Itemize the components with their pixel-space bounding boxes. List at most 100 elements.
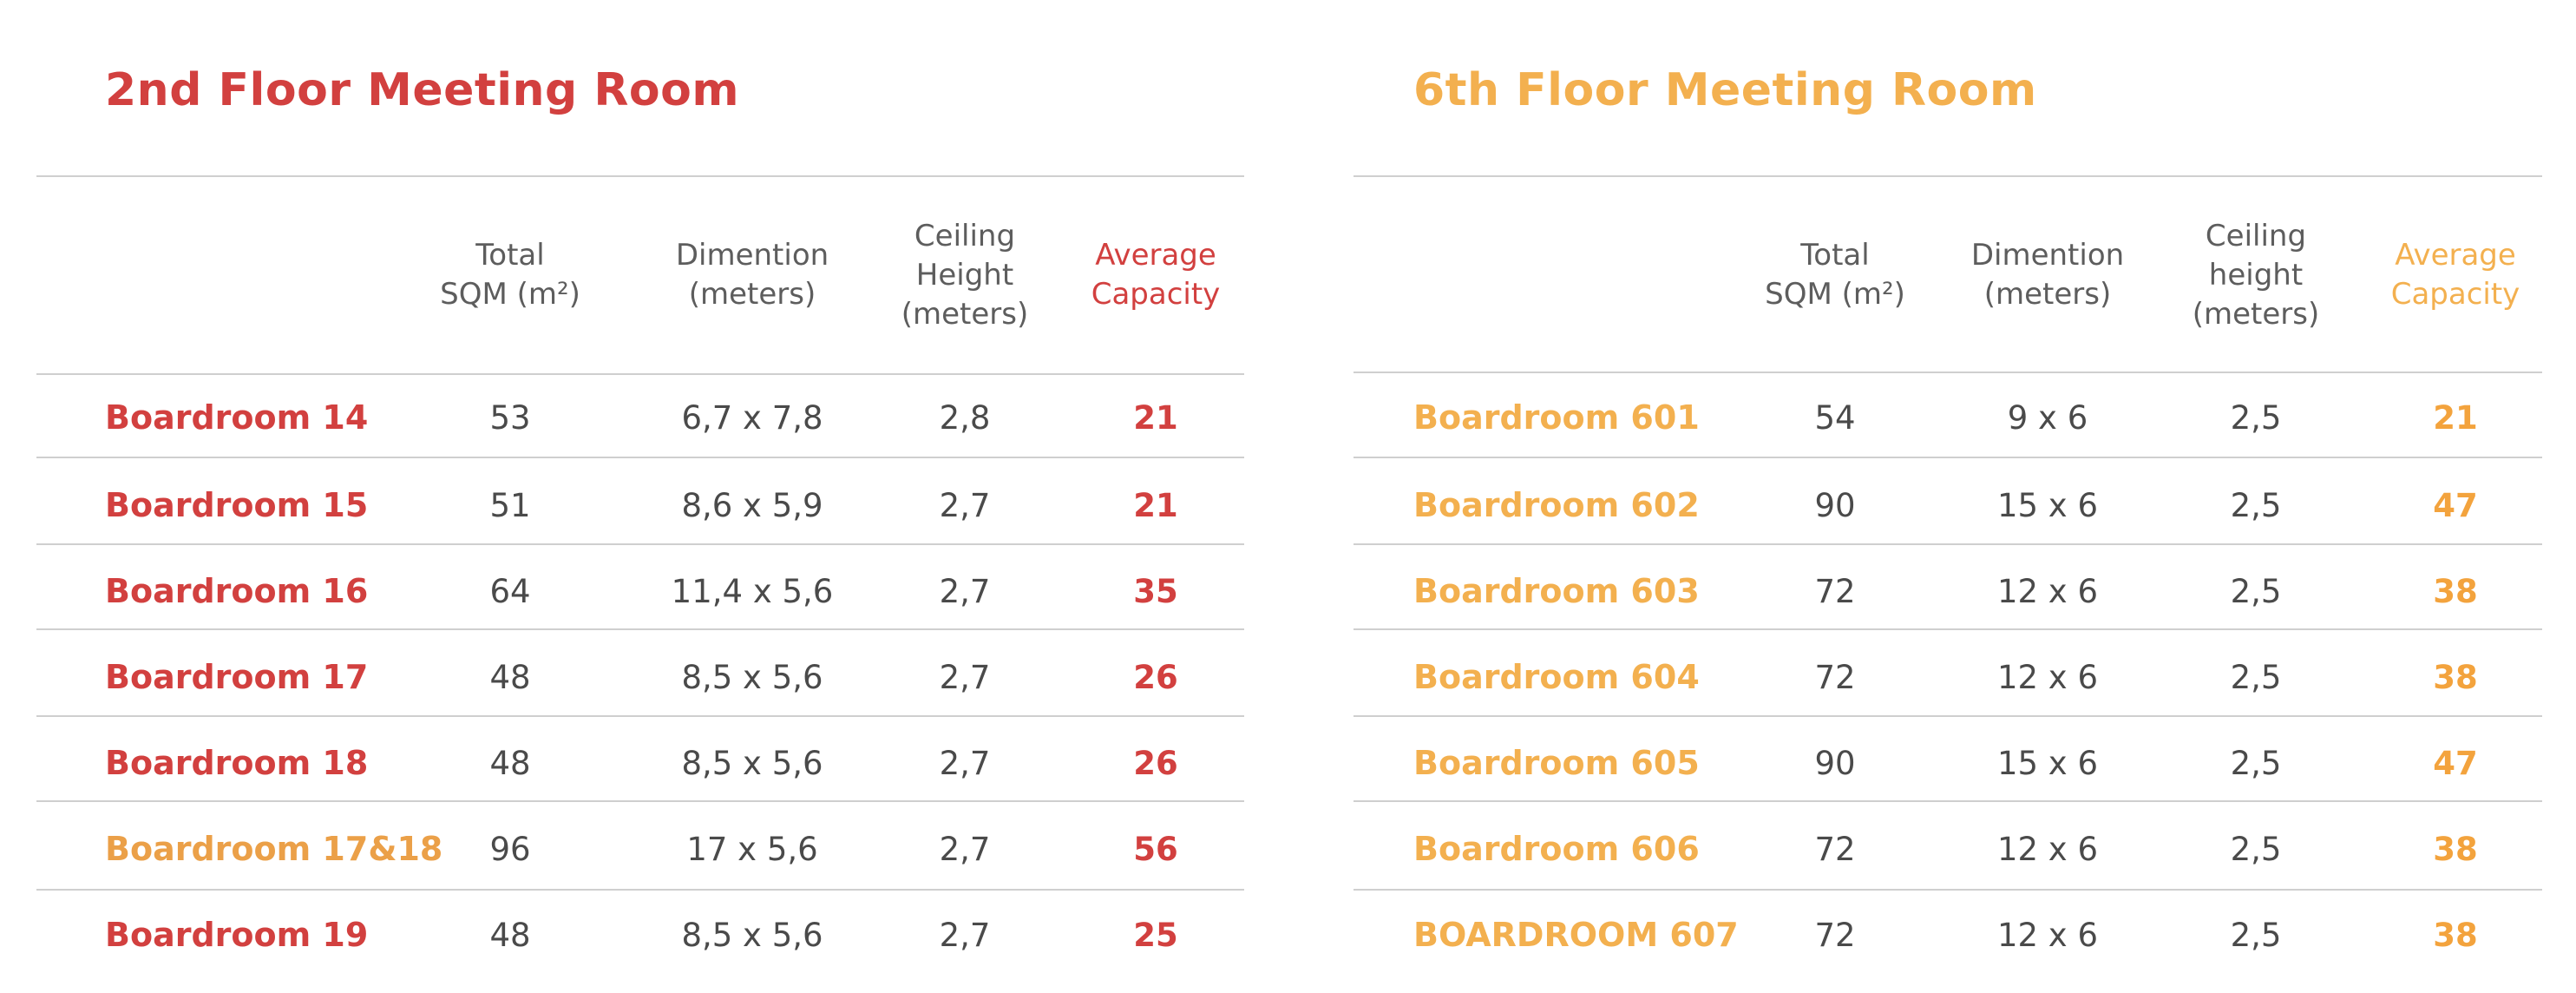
average-capacity: 38 (2433, 916, 2478, 954)
total-sqm: 51 (489, 486, 531, 524)
table-row: Boardroom 605 90 15 x 6 2,5 47 (1354, 720, 2542, 806)
second-floor-panel: 2nd Floor Meeting Room Total SQM (m²) Di… (36, 0, 1244, 993)
divider (36, 457, 1244, 458)
divider (36, 628, 1244, 630)
dimension: 8,5 x 5,6 (681, 658, 823, 696)
sixth-floor-panel: 6th Floor Meeting Room Total SQM (m²) Di… (1354, 0, 2542, 993)
room-name: BOARDROOM 607 (1413, 916, 1739, 954)
ceiling-height: 2,7 (939, 744, 991, 782)
room-name: Boardroom 606 (1413, 830, 1700, 868)
table-row: Boardroom 606 72 12 x 6 2,5 38 (1354, 806, 2542, 891)
header-ceiling-height: Ceiling Height (meters) (901, 218, 1029, 332)
table-row: Boardroom 14 53 6,7 x 7,8 2,8 21 (36, 375, 1244, 460)
room-name: Boardroom 602 (1413, 486, 1700, 524)
divider (1354, 715, 2542, 717)
ceiling-height: 2,5 (2230, 572, 2282, 610)
room-name: Boardroom 18 (105, 744, 369, 782)
table-row: Boardroom 18 48 8,5 x 5,6 2,7 26 (36, 720, 1244, 806)
divider (36, 175, 1244, 177)
table-row: Boardroom 604 72 12 x 6 2,5 38 (1354, 635, 2542, 720)
dimension: 15 x 6 (1996, 486, 2099, 524)
average-capacity: 38 (2433, 830, 2478, 868)
divider (1354, 628, 2542, 630)
total-sqm: 48 (489, 916, 531, 954)
dimension: 8,5 x 5,6 (681, 744, 823, 782)
ceiling-height: 2,5 (2230, 486, 2282, 524)
average-capacity: 38 (2433, 658, 2478, 696)
table-row: Boardroom 16 64 11,4 x 5,6 2,7 35 (36, 549, 1244, 634)
total-sqm: 72 (1814, 830, 1856, 868)
dimension: 12 x 6 (1996, 916, 2099, 954)
divider (1354, 543, 2542, 545)
average-capacity: 26 (1133, 658, 1178, 696)
total-sqm: 48 (489, 744, 531, 782)
room-name: Boardroom 15 (105, 486, 369, 524)
divider (36, 800, 1244, 802)
table-row: Boardroom 15 51 8,6 x 5,9 2,7 21 (36, 463, 1244, 548)
average-capacity: 21 (2433, 398, 2478, 437)
header-average-capacity: Average Capacity (1091, 238, 1221, 312)
divider (36, 543, 1244, 545)
panel-title: 6th Floor Meeting Room (1413, 64, 2037, 116)
average-capacity: 21 (1133, 398, 1178, 437)
room-name: Boardroom 14 (105, 398, 369, 437)
panel-title: 2nd Floor Meeting Room (105, 64, 740, 116)
total-sqm: 48 (489, 658, 531, 696)
room-name: Boardroom 17 (105, 658, 369, 696)
total-sqm: 72 (1814, 916, 1856, 954)
average-capacity: 26 (1133, 744, 1178, 782)
ceiling-height: 2,7 (939, 572, 991, 610)
table-header: Total SQM (m²) Dimention (meters) Ceilin… (36, 177, 1244, 373)
ceiling-height: 2,8 (939, 398, 991, 437)
ceiling-height: 2,5 (2230, 658, 2282, 696)
table-row: Boardroom 602 90 15 x 6 2,5 47 (1354, 463, 2542, 548)
total-sqm: 64 (489, 572, 531, 610)
room-name: Boardroom 603 (1413, 572, 1700, 610)
ceiling-height: 2,7 (939, 658, 991, 696)
ceiling-height: 2,7 (939, 830, 991, 868)
total-sqm: 54 (1814, 398, 1856, 437)
header-average-capacity: Average Capacity (2390, 238, 2520, 312)
total-sqm: 96 (489, 830, 531, 868)
dimension: 12 x 6 (1996, 830, 2099, 868)
divider (1354, 175, 2542, 177)
dimension: 8,6 x 5,9 (681, 486, 823, 524)
dimension: 12 x 6 (1996, 572, 2099, 610)
ceiling-height: 2,7 (939, 486, 991, 524)
header-ceiling-height: Ceiling height (meters) (2192, 218, 2320, 332)
dimension: 6,7 x 7,8 (681, 398, 823, 437)
divider (1354, 457, 2542, 458)
dimension: 15 x 6 (1996, 744, 2099, 782)
table-row: Boardroom 17&18 96 17 x 5,6 2,7 56 (36, 806, 1244, 891)
table-row: BOARDROOM 607 72 12 x 6 2,5 38 (1354, 892, 2542, 977)
table-header: Total SQM (m²) Dimention (meters) Ceilin… (1354, 177, 2542, 373)
total-sqm: 72 (1814, 658, 1856, 696)
ceiling-height: 2,5 (2230, 830, 2282, 868)
ceiling-height: 2,5 (2230, 398, 2282, 437)
room-name: Boardroom 19 (105, 916, 369, 954)
divider (1354, 889, 2542, 891)
dimension: 9 x 6 (2007, 398, 2088, 437)
header-dimension: Dimention (meters) (1970, 238, 2125, 312)
dimension: 17 x 5,6 (686, 830, 818, 868)
total-sqm: 53 (489, 398, 531, 437)
dimension: 12 x 6 (1996, 658, 2099, 696)
divider (1354, 372, 2542, 373)
total-sqm: 90 (1814, 744, 1856, 782)
divider (36, 373, 1244, 375)
ceiling-height: 2,5 (2230, 916, 2282, 954)
average-capacity: 21 (1133, 486, 1178, 524)
total-sqm: 72 (1814, 572, 1856, 610)
total-sqm: 90 (1814, 486, 1856, 524)
average-capacity: 38 (2433, 572, 2478, 610)
header-total-sqm: Total SQM (m²) (1765, 238, 1905, 312)
dimension: 8,5 x 5,6 (681, 916, 823, 954)
ceiling-height: 2,7 (939, 916, 991, 954)
table-row: Boardroom 603 72 12 x 6 2,5 38 (1354, 549, 2542, 634)
average-capacity: 56 (1133, 830, 1178, 868)
dimension: 11,4 x 5,6 (671, 572, 834, 610)
room-name: Boardroom 605 (1413, 744, 1700, 782)
room-name: Boardroom 601 (1413, 398, 1700, 437)
room-name: Boardroom 17&18 (105, 830, 443, 868)
ceiling-height: 2,5 (2230, 744, 2282, 782)
